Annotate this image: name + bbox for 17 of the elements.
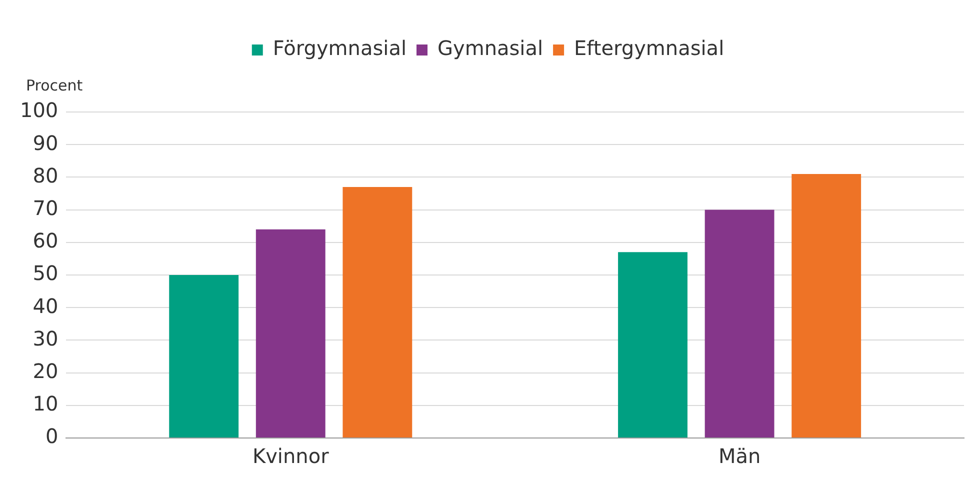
y-tick-label: 90 [32,130,58,155]
x-tick-label: Kvinnor [252,444,330,468]
legend-label: Gymnasial [438,36,544,60]
y-tick-label: 40 [32,294,58,318]
y-tick-label: 20 [32,359,58,384]
y-tick-label: 70 [32,196,58,220]
y-tick-label: 0 [45,424,58,448]
y-tick-label: 80 [32,163,58,188]
legend-label: Eftergymnasial [574,36,724,60]
legend-label: Förgymnasial [272,36,407,60]
y-axis-title: Procent [26,76,83,94]
x-tick-label: Män [718,444,761,468]
y-tick-label: 10 [32,392,58,416]
y-tick-label: 30 [32,326,58,350]
y-tick-label: 60 [32,228,58,253]
y-tick-label: 100 [20,98,58,122]
y-tick-label: 50 [32,261,58,286]
